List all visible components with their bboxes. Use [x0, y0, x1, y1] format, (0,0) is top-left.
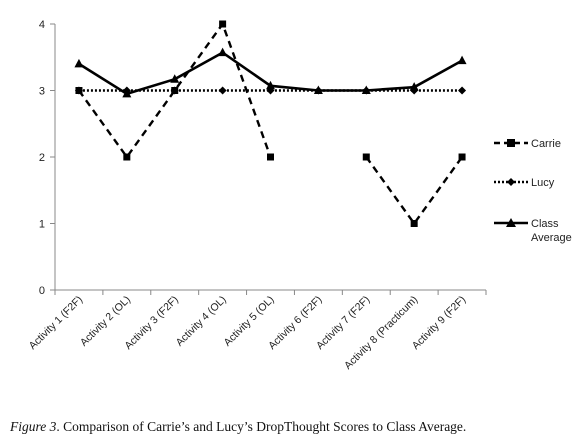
data-point-carrie	[219, 20, 227, 28]
x-tick-label: Activity 1 (F2F)	[27, 294, 85, 352]
y-tick-label: 4	[39, 19, 45, 31]
x-tick-labels: Activity 1 (F2F)Activity 2 (OL)Activity …	[27, 294, 469, 372]
chart-area: 0 1 2 3 4 Activity 1 (F2F) Activity 2 (OL) Act…	[27, 19, 572, 372]
data-point-carrie	[267, 153, 274, 161]
figure-caption-text: . Comparison of Carrie’s and Lucy’s Drop…	[56, 419, 467, 434]
data-point-class-average	[122, 88, 132, 98]
series-markers	[74, 20, 467, 227]
legend-label-class-average-line1: Class	[531, 218, 559, 230]
data-point-class-average	[313, 85, 323, 94]
y-tick-labels: 0 1 2 3 4	[39, 19, 45, 297]
data-point-carrie	[171, 87, 179, 94]
figure-caption: Figure 3. Comparison of Carrie’s and Luc…	[10, 419, 580, 435]
legend-marker-carrie	[507, 139, 515, 147]
data-point-class-average	[361, 85, 371, 94]
data-point-lucy	[218, 86, 227, 95]
data-point-carrie	[123, 153, 131, 161]
y-tick-label: 2	[39, 152, 45, 164]
data-point-carrie	[410, 220, 418, 227]
legend: Carrie Lucy Class Average	[494, 138, 572, 244]
data-point-carrie	[362, 153, 370, 161]
y-tick-label: 1	[39, 219, 45, 231]
legend-marker-class-average	[506, 218, 516, 227]
series-line-carrie	[365, 156, 464, 226]
line-chart: 0 1 2 3 4 Activity 1 (F2F)Activity 2 (OL)Act…	[27, 19, 572, 372]
data-point-class-average	[457, 55, 467, 65]
series-line-carrie	[77, 21, 272, 160]
legend-label-lucy: Lucy	[531, 177, 555, 189]
data-point-class-average	[266, 80, 275, 90]
data-point-carrie	[75, 87, 83, 94]
data-point-carrie	[458, 153, 466, 161]
series-lines	[77, 21, 464, 226]
legend-item-lucy: Lucy	[494, 177, 555, 189]
legend-item-carrie: Carrie	[494, 138, 561, 150]
legend-label-class-average-line2: Average	[531, 232, 572, 244]
y-tick-label: 3	[39, 86, 45, 98]
data-point-class-average	[74, 58, 84, 68]
data-point-class-average	[218, 47, 228, 57]
data-point-class-average	[170, 74, 180, 83]
y-tick-label: 0	[39, 285, 45, 297]
data-point-lucy	[458, 86, 467, 95]
legend-marker-lucy	[507, 178, 515, 186]
figure-label: Figure 3	[10, 419, 57, 434]
legend-item-class-average: Class Average	[494, 218, 572, 244]
data-point-class-average	[409, 82, 419, 91]
legend-label-carrie: Carrie	[531, 138, 561, 150]
axes	[50, 23, 487, 295]
